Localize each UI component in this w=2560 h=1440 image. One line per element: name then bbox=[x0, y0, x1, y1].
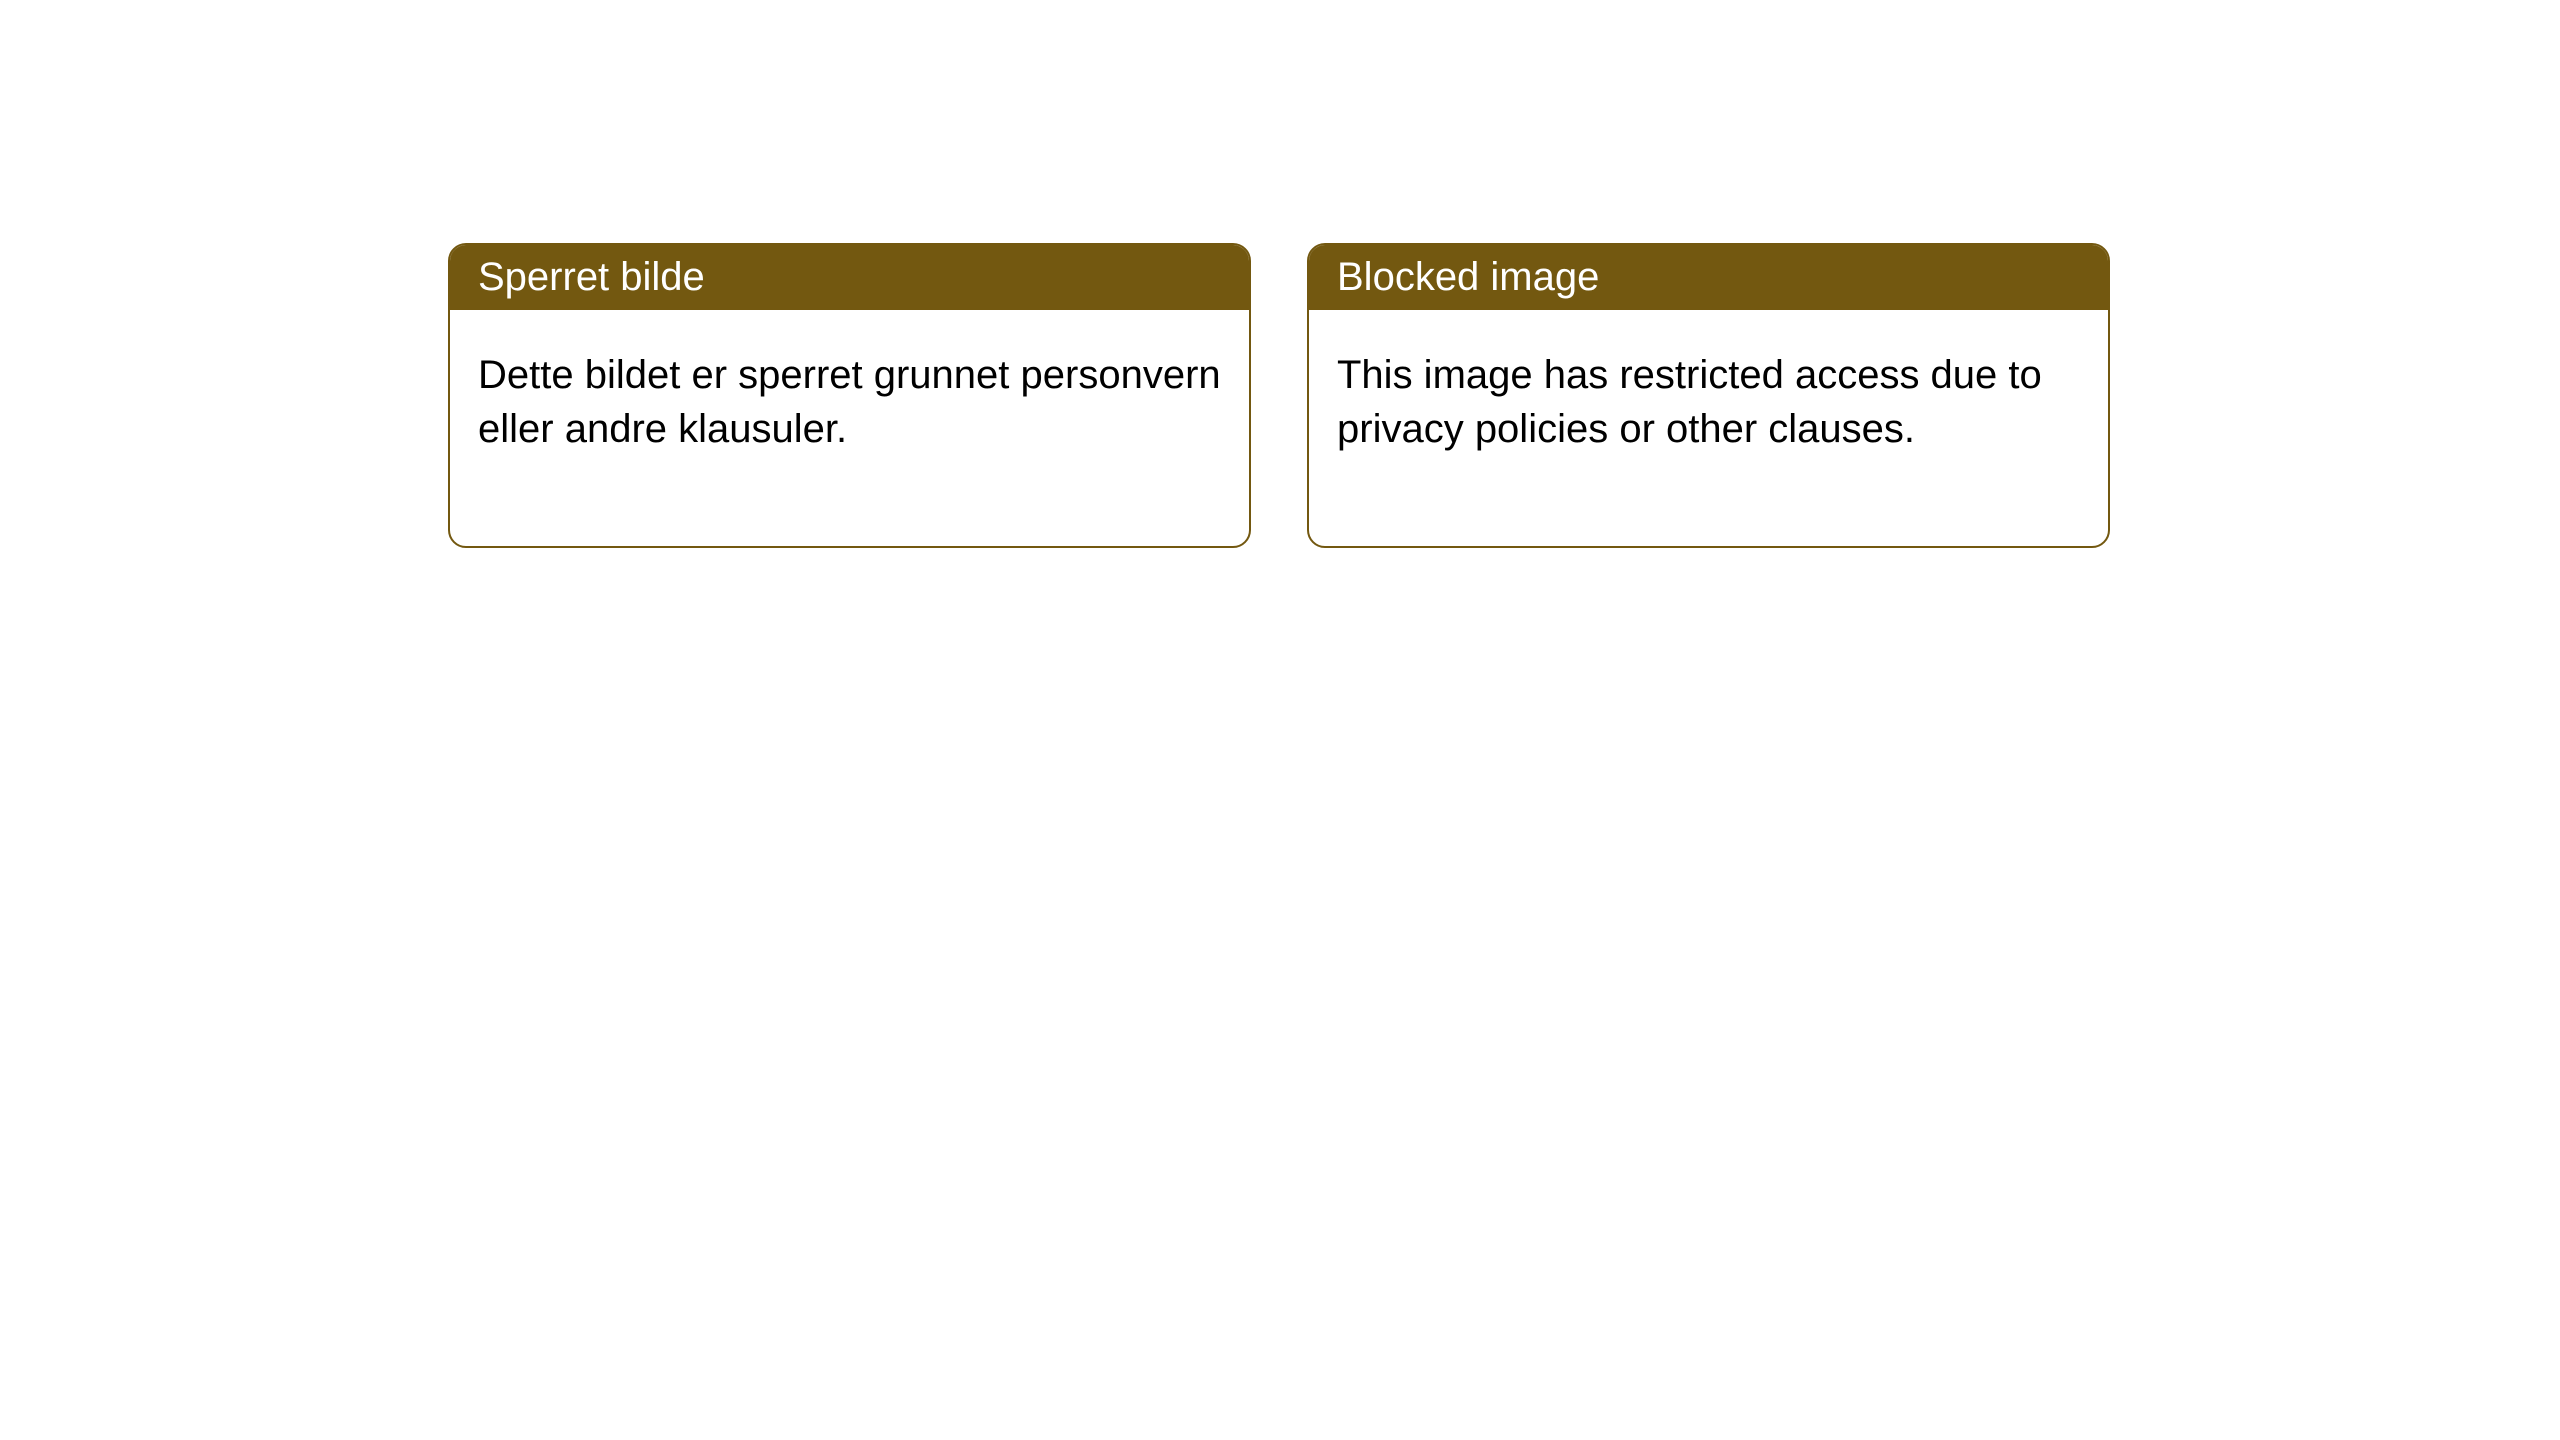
notice-title: Sperret bilde bbox=[478, 255, 705, 299]
notice-body-text: Dette bildet er sperret grunnet personve… bbox=[478, 353, 1221, 451]
notice-title: Blocked image bbox=[1337, 255, 1599, 299]
notice-card-norwegian: Sperret bilde Dette bildet er sperret gr… bbox=[448, 243, 1251, 548]
notice-card-english: Blocked image This image has restricted … bbox=[1307, 243, 2110, 548]
notice-body-text: This image has restricted access due to … bbox=[1337, 353, 2042, 451]
notice-container: Sperret bilde Dette bildet er sperret gr… bbox=[0, 0, 2560, 548]
notice-card-body: This image has restricted access due to … bbox=[1309, 310, 2108, 546]
notice-card-body: Dette bildet er sperret grunnet personve… bbox=[450, 310, 1249, 546]
notice-card-header: Sperret bilde bbox=[450, 245, 1249, 310]
notice-card-header: Blocked image bbox=[1309, 245, 2108, 310]
